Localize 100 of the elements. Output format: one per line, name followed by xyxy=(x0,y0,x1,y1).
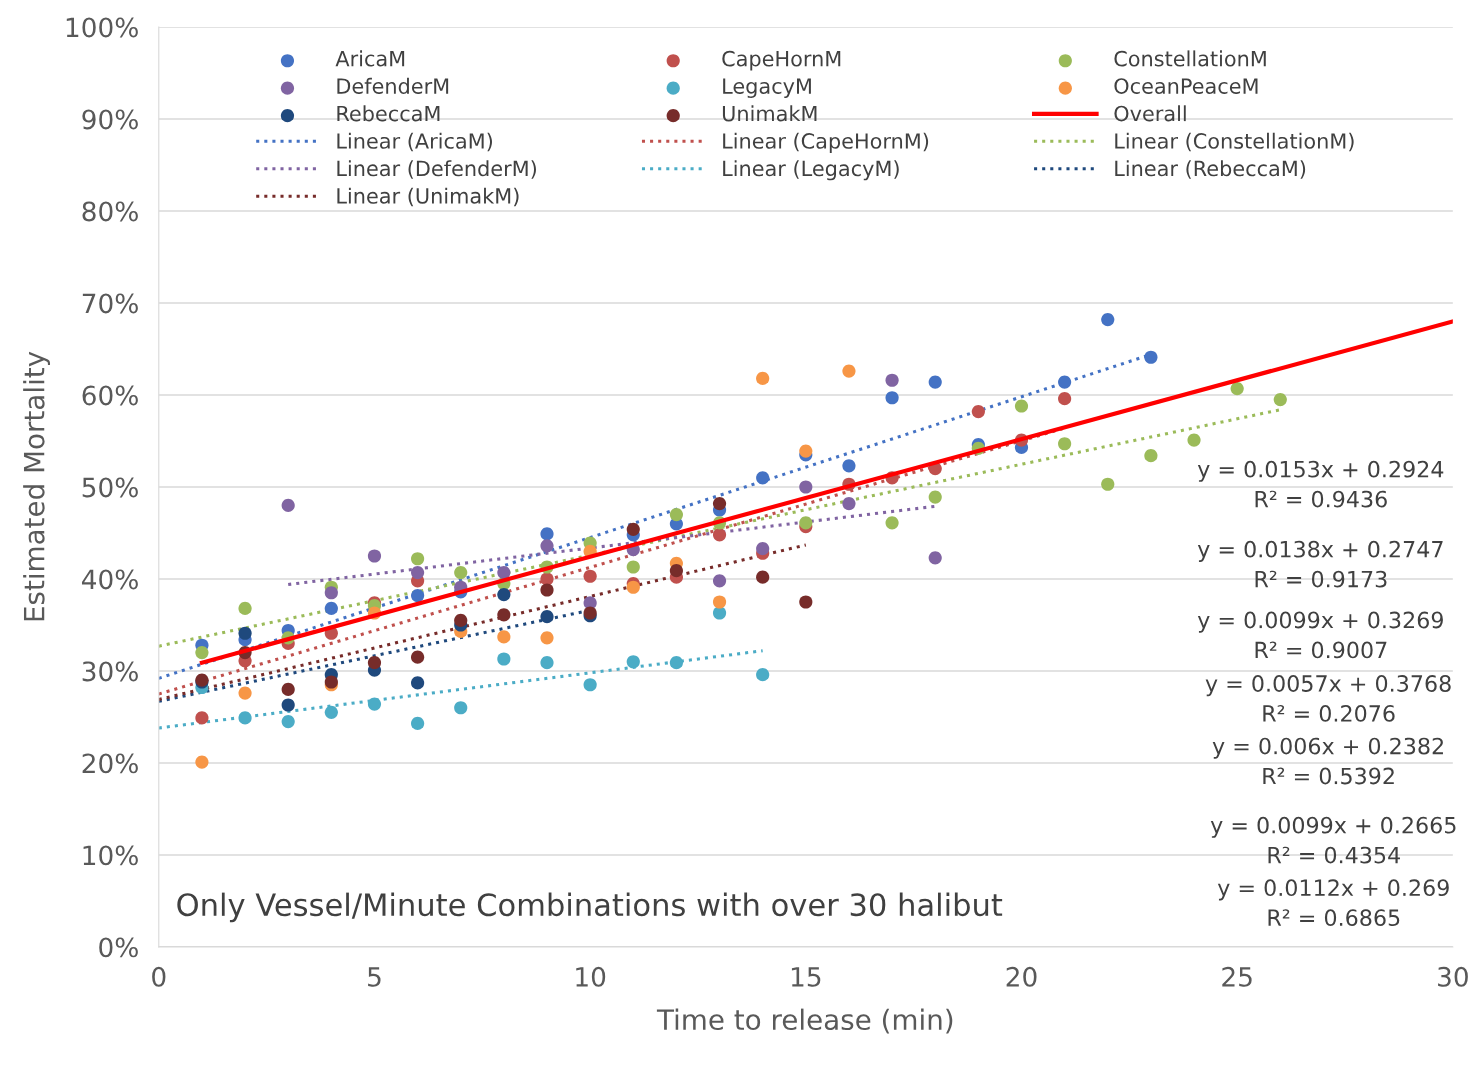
y-axis-title: Estimated Mortality xyxy=(23,351,51,621)
point xyxy=(540,656,554,670)
point xyxy=(669,508,683,522)
point xyxy=(712,606,727,620)
y-tick-label: 60% xyxy=(82,385,138,406)
point xyxy=(626,655,640,669)
point xyxy=(712,528,727,542)
point xyxy=(1144,350,1158,364)
legend-label: RebeccaM xyxy=(337,105,440,122)
legend-label: Linear (DefenderM) xyxy=(337,160,536,179)
legend-label: AricaM xyxy=(335,50,405,67)
y-tick-label: 70% xyxy=(82,293,138,314)
legend-label: Linear (CapeHornM) xyxy=(723,132,929,153)
annotation: Only Vessel/Minute Combinations with over 30 halibut xyxy=(177,892,1003,923)
point xyxy=(497,588,511,602)
point xyxy=(540,539,554,553)
legend-label: Overall xyxy=(1114,105,1186,122)
legend-label: OceanPeaceM xyxy=(1114,78,1258,94)
x-tick-label: 20 xyxy=(1006,966,1037,987)
point xyxy=(799,516,813,530)
point xyxy=(411,552,425,566)
point xyxy=(497,565,511,580)
point xyxy=(756,570,770,584)
point xyxy=(411,716,425,730)
point xyxy=(712,574,727,588)
y-tick-label: 90% xyxy=(82,109,138,130)
point xyxy=(756,542,770,556)
point xyxy=(1058,392,1072,406)
point xyxy=(497,608,511,622)
y-tick-label: 10% xyxy=(83,845,138,866)
point xyxy=(540,583,554,597)
point xyxy=(842,459,856,473)
point xyxy=(497,630,511,644)
y-tick-label: 80% xyxy=(82,201,138,222)
x-tick-label: 0 xyxy=(152,966,166,987)
point xyxy=(411,588,425,603)
point xyxy=(928,490,942,504)
legend-label: CapeHornM xyxy=(722,50,841,71)
point xyxy=(324,601,338,616)
point xyxy=(1144,449,1158,463)
point xyxy=(540,631,554,645)
annotation: y = 0.0138x + 0.2747 R² = 0.9173 xyxy=(1197,540,1443,588)
point xyxy=(669,564,683,578)
point xyxy=(756,471,770,485)
point xyxy=(1058,375,1072,389)
point xyxy=(195,755,209,769)
annotation: y = 0.006x + 0.2382 R² = 0.5392 xyxy=(1212,737,1443,785)
point xyxy=(195,711,209,725)
point xyxy=(195,645,209,660)
point xyxy=(1058,437,1072,451)
point xyxy=(712,496,727,511)
point xyxy=(238,711,252,725)
point xyxy=(454,701,468,715)
point xyxy=(411,650,425,664)
point xyxy=(842,496,856,511)
point xyxy=(583,678,597,692)
point xyxy=(799,595,813,609)
point xyxy=(367,549,382,563)
point xyxy=(497,652,511,666)
point xyxy=(411,676,425,690)
legend-label: Linear (LegacyM) xyxy=(723,160,899,181)
point xyxy=(1187,433,1201,447)
point xyxy=(583,569,597,583)
point xyxy=(799,480,813,494)
point xyxy=(928,375,942,389)
point xyxy=(1230,381,1244,396)
point xyxy=(411,565,425,580)
point xyxy=(756,668,770,682)
point xyxy=(238,686,252,700)
point xyxy=(281,682,295,696)
x-tick-label: 5 xyxy=(368,967,381,987)
point xyxy=(928,551,942,565)
point xyxy=(842,364,856,378)
point xyxy=(1101,477,1115,491)
point xyxy=(540,610,554,624)
legend-label: Linear (AricaM) xyxy=(337,132,492,152)
x-tick-label: 15 xyxy=(791,967,821,987)
x-tick-label: 30 xyxy=(1438,966,1468,987)
x-axis-title: Time to release (min) xyxy=(656,1008,953,1034)
point xyxy=(799,444,813,458)
point xyxy=(324,705,338,719)
point xyxy=(281,714,295,729)
point xyxy=(238,626,252,640)
point xyxy=(1101,312,1115,327)
point xyxy=(238,601,252,616)
point xyxy=(367,656,382,670)
point xyxy=(669,656,683,670)
point xyxy=(367,697,382,711)
y-tick-label: 100% xyxy=(66,17,138,38)
point xyxy=(885,391,899,405)
y-tick-label: 30% xyxy=(82,661,138,682)
annotation: y = 0.0153x + 0.2924 R² = 0.9436 xyxy=(1197,460,1444,508)
point xyxy=(626,560,640,574)
point xyxy=(540,527,554,541)
point xyxy=(454,565,468,580)
point xyxy=(885,373,899,387)
legend-label: LegacyM xyxy=(723,78,811,98)
y-tick-label: 50% xyxy=(82,477,138,498)
y-tick-label: 0% xyxy=(99,937,138,958)
x-tick-label: 25 xyxy=(1222,966,1252,987)
